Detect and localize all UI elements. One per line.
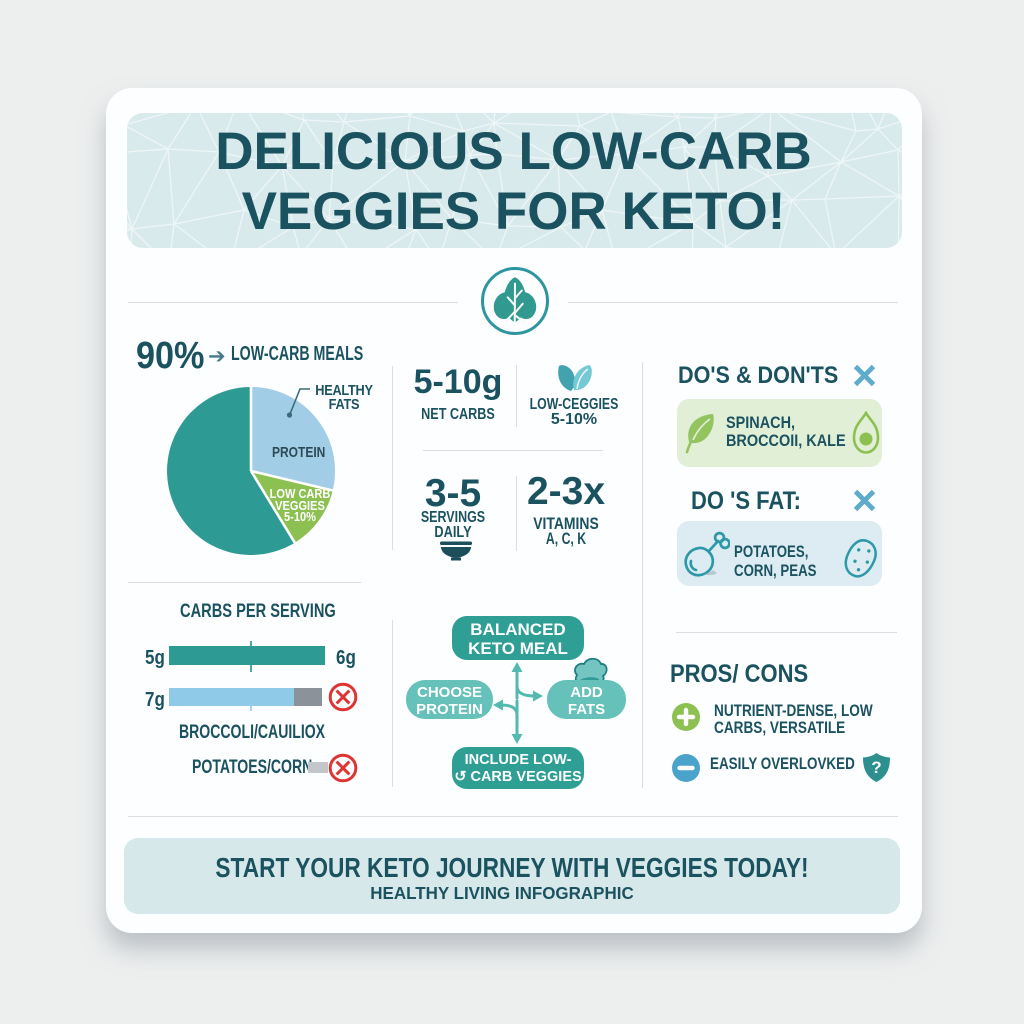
svg-text:?: ? [871,758,881,777]
